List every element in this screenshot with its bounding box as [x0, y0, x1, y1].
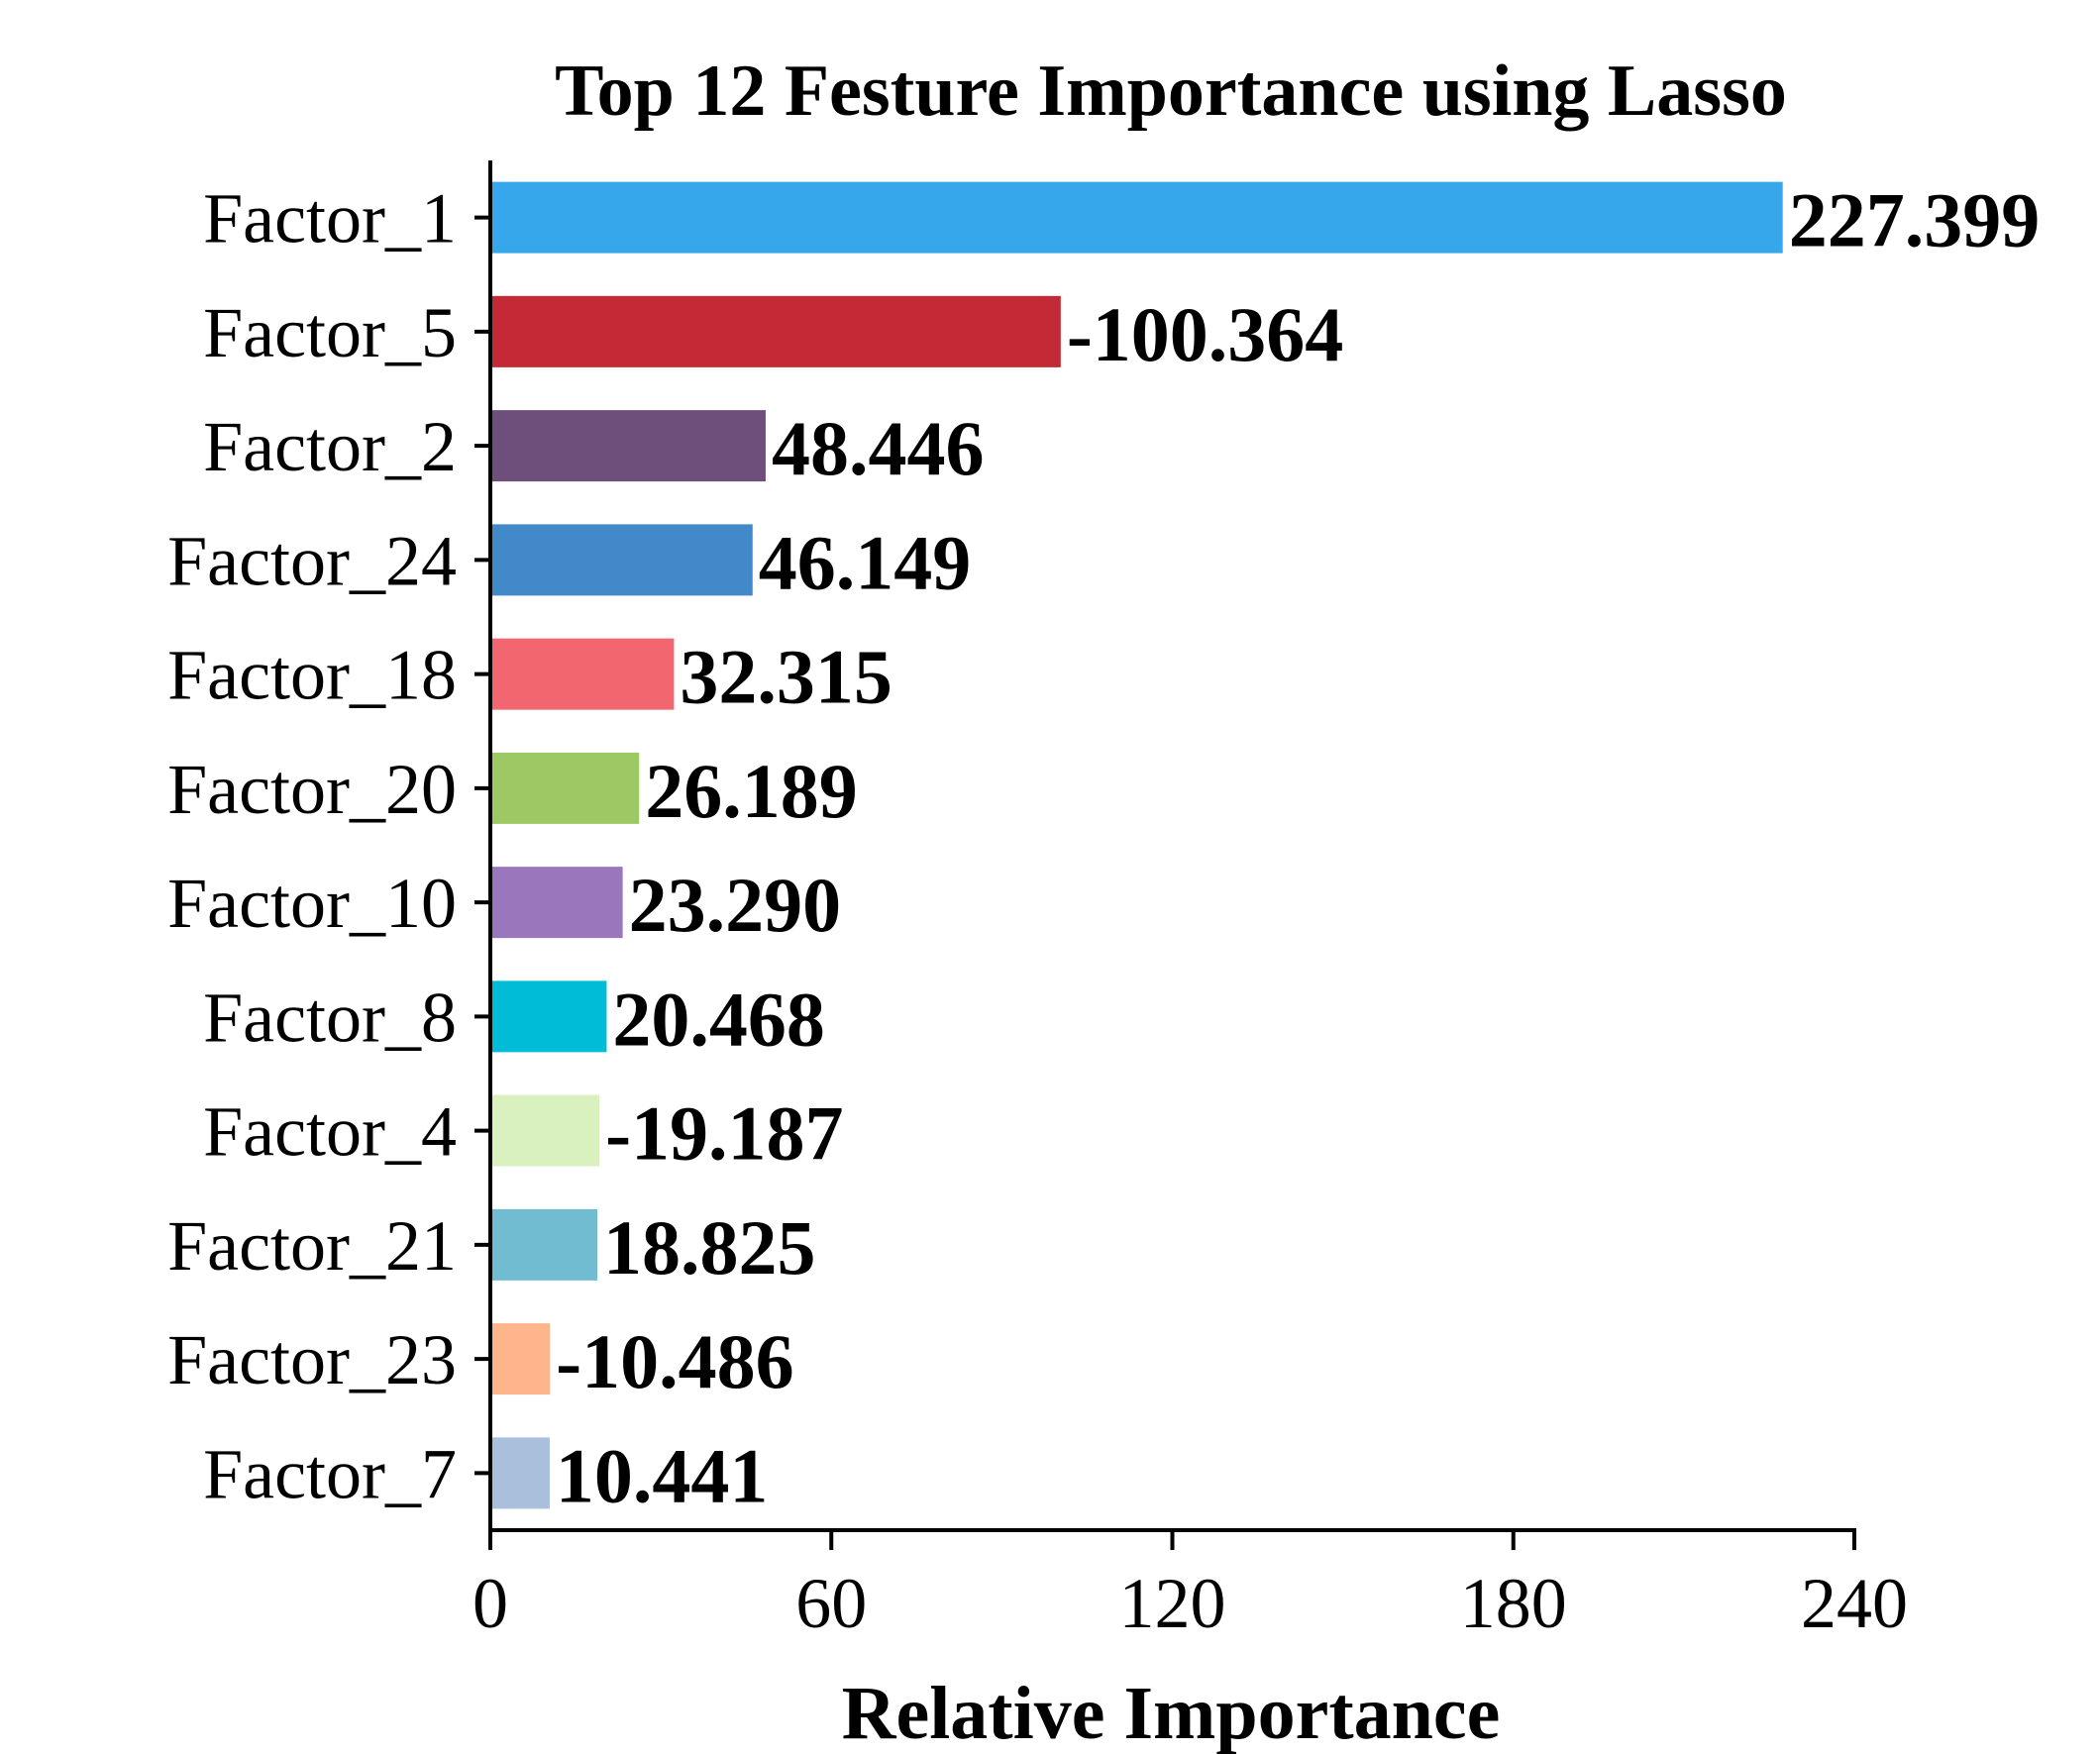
- bar-factor-8: [490, 980, 607, 1053]
- value-label: 20.468: [612, 976, 825, 1062]
- category-label: Factor_10: [167, 864, 457, 943]
- x-axis-title: Relative Importance: [842, 1672, 1501, 1754]
- bars-group: [490, 181, 1783, 1509]
- bar-factor-24: [490, 524, 753, 596]
- category-label: Factor_2: [203, 407, 457, 486]
- x-tick-label: 0: [472, 1564, 508, 1643]
- value-label: 23.290: [629, 862, 842, 948]
- value-label: -100.364: [1067, 291, 1343, 377]
- category-label: Factor_7: [203, 1434, 457, 1513]
- value-label: 48.446: [772, 405, 985, 491]
- category-label: Factor_8: [203, 978, 457, 1057]
- value-label: 227.399: [1789, 177, 2040, 263]
- bar-factor-5: [490, 295, 1061, 367]
- value-label: -19.187: [605, 1090, 843, 1177]
- value-label: 26.189: [645, 748, 858, 834]
- category-label: Factor_20: [167, 750, 457, 829]
- value-labels: 227.399 -100.364 48.446 46.149 32.315 26.189 2…: [556, 177, 2040, 1519]
- value-label: 18.825: [603, 1204, 816, 1290]
- category-label: Factor_18: [167, 636, 457, 715]
- x-tick-label: 60: [795, 1564, 867, 1643]
- x-tick-label: 120: [1119, 1564, 1226, 1643]
- bar-factor-4: [490, 1094, 600, 1167]
- category-labels: Factor_1 Factor_5 Factor_2 Factor_24 Factor_…: [167, 179, 490, 1513]
- bar-factor-20: [490, 752, 640, 824]
- bar-factor-7: [490, 1437, 550, 1509]
- category-label: Factor_23: [167, 1320, 457, 1399]
- bar-factor-23: [490, 1323, 551, 1395]
- bar-factor-1: [490, 181, 1783, 254]
- x-axis-ticks: 0 60 120 180 240: [472, 1530, 1908, 1643]
- value-label: -10.486: [556, 1318, 793, 1404]
- x-tick-label: 180: [1460, 1564, 1567, 1643]
- value-label: 10.441: [556, 1432, 769, 1518]
- category-label: Factor_4: [203, 1092, 457, 1172]
- bar-factor-21: [490, 1208, 598, 1281]
- value-label: 46.149: [759, 519, 972, 605]
- category-label: Factor_24: [167, 521, 457, 600]
- bar-factor-2: [490, 410, 766, 482]
- category-label: Factor_5: [203, 293, 457, 372]
- category-label: Factor_1: [203, 179, 457, 258]
- category-label: Factor_21: [167, 1206, 457, 1286]
- bar-factor-10: [490, 867, 623, 939]
- chart-title: Top 12 Festure Importance using Lasso: [555, 51, 1787, 132]
- x-tick-label: 240: [1801, 1564, 1908, 1643]
- value-label: 32.315: [680, 634, 892, 720]
- bar-factor-18: [490, 638, 675, 710]
